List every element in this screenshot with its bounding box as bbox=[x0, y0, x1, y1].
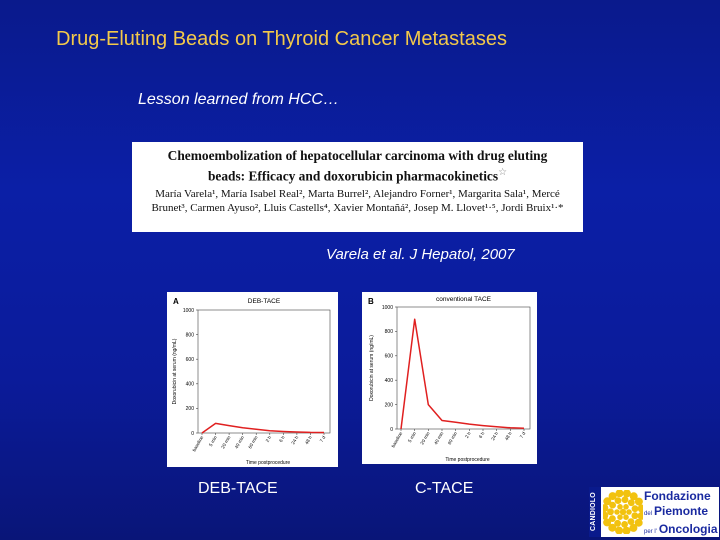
y-axis-label: Doxorubicin at serum (ng/mL) bbox=[369, 335, 375, 401]
x-tick-label: 7 d bbox=[519, 431, 527, 439]
paper-header-image: Chemoembolization of hepatocellular carc… bbox=[132, 142, 583, 232]
x-tick-label: 48 h bbox=[304, 435, 313, 446]
x-tick-label: baseline bbox=[191, 435, 204, 453]
logo-dot bbox=[631, 512, 639, 520]
logo-dot bbox=[634, 518, 643, 527]
y-tick-label: 400 bbox=[385, 378, 394, 384]
chart-title: DEB-TACE bbox=[248, 298, 281, 305]
logo-line-2: del Piemonte bbox=[644, 504, 709, 518]
logo-dot bbox=[608, 523, 617, 532]
y-tick-label: 0 bbox=[191, 431, 194, 437]
plot-frame bbox=[396, 306, 531, 430]
logo-dot bbox=[603, 497, 612, 506]
y-tick-label: 800 bbox=[385, 329, 394, 335]
x-tick-label: 40 min bbox=[433, 431, 444, 446]
logo-wordmark: Fondazione del Piemonte per l' Oncologia bbox=[644, 489, 718, 540]
slide-subtitle: Lesson learned from HCC… bbox=[138, 91, 339, 108]
logo-dot bbox=[607, 508, 614, 516]
panel-letter: A bbox=[173, 297, 179, 306]
chart-deb-tace-svg: A DEB-TACE 0 200 400 600 800 1000 Doxorubicin at… bbox=[172, 297, 331, 466]
logo-dot bbox=[631, 505, 639, 513]
logo-dot bbox=[623, 504, 629, 510]
series-line bbox=[201, 422, 325, 434]
logo-dot bbox=[629, 523, 638, 532]
x-tick-label: 24 h bbox=[490, 431, 499, 442]
chart-title: conventional TACE bbox=[436, 296, 492, 303]
x-tick-label: 40 min bbox=[234, 435, 245, 450]
x-tick-label: 6 h bbox=[478, 431, 486, 439]
x-tick-label: 5 min bbox=[407, 431, 417, 444]
x-tick-label: 2 h bbox=[265, 435, 273, 443]
x-axis-label: Time postprocedure bbox=[246, 460, 290, 466]
logo-dot bbox=[634, 497, 643, 506]
x-tick-label: 7 d bbox=[319, 435, 327, 443]
y-tick-label: 400 bbox=[186, 382, 195, 388]
logo-dot bbox=[603, 511, 609, 520]
logo-dot bbox=[619, 508, 627, 516]
logo-dot bbox=[603, 518, 612, 527]
x-tick-label: 24 h bbox=[290, 435, 299, 446]
y-tick-label: 0 bbox=[390, 427, 393, 433]
y-tick-label: 200 bbox=[186, 406, 195, 412]
slide-title: Drug-Eluting Beads on Thyroid Cancer Met… bbox=[56, 28, 507, 50]
logo-dot bbox=[614, 509, 620, 515]
y-tick-label: 200 bbox=[385, 402, 394, 408]
x-tick-label: 6 h bbox=[278, 435, 286, 443]
foundation-logo: CANDIOLO Fondazione del Piemonte per l' On… bbox=[589, 487, 719, 537]
x-tick-label: 20 min bbox=[220, 435, 231, 450]
logo-dot bbox=[615, 526, 624, 534]
x-tick-label: baseline bbox=[390, 431, 403, 449]
logo-dot bbox=[617, 514, 623, 520]
citation: Varela et al. J Hepatol, 2007 bbox=[326, 246, 515, 263]
y-tick-label: 1000 bbox=[382, 305, 393, 311]
paper-title: Chemoembolization of hepatocellular carc… bbox=[167, 148, 548, 183]
x-tick-label: 5 min bbox=[208, 435, 218, 448]
x-tick-label: 2 h bbox=[464, 431, 472, 439]
logo-dot bbox=[627, 518, 635, 525]
logo-dot bbox=[622, 490, 631, 498]
logo-dot bbox=[617, 504, 623, 510]
panel-label-c-tace: C-TACE bbox=[415, 480, 474, 497]
x-tick-label: 60 min bbox=[247, 435, 258, 450]
plot-frame bbox=[197, 309, 331, 434]
x-axis-label: Time postprocedure bbox=[445, 457, 489, 463]
logo-dot bbox=[626, 509, 632, 515]
logo-dot bbox=[621, 496, 629, 504]
y-tick-label: 1000 bbox=[183, 308, 194, 314]
logo-dot bbox=[629, 492, 638, 501]
x-tick-label: 48 h bbox=[504, 431, 513, 442]
logo-line-3: per l' Oncologia bbox=[644, 522, 718, 536]
paper-authors: María Varela¹, María Isabel Real², Marta… bbox=[151, 188, 564, 214]
y-tick-label: 600 bbox=[385, 354, 394, 360]
x-tick-label: 20 min bbox=[419, 431, 430, 446]
logo-dot bbox=[623, 514, 629, 520]
x-tick-label: 60 min bbox=[447, 431, 458, 446]
logo-dot bbox=[627, 499, 635, 507]
logo-dot bbox=[614, 519, 621, 527]
y-tick-label: 600 bbox=[186, 357, 195, 363]
logo-dot bbox=[614, 497, 622, 504]
logo-dot bbox=[622, 526, 631, 534]
series-line bbox=[400, 318, 525, 430]
panel-label-deb-tace: DEB-TACE bbox=[198, 480, 278, 497]
logo-side-text: CANDIOLO bbox=[590, 492, 597, 531]
logo-line-1: Fondazione bbox=[644, 489, 711, 503]
logo-dot bbox=[621, 521, 628, 528]
logo-dot bbox=[603, 504, 609, 513]
logo-dot bbox=[609, 515, 616, 522]
y-axis-label: Doxorubicin at serum (ng/mL) bbox=[172, 338, 178, 404]
y-tick-label: 800 bbox=[186, 332, 195, 338]
logo-dot bbox=[609, 501, 616, 509]
logo-dot bbox=[608, 492, 617, 501]
panel-letter: B bbox=[368, 297, 374, 306]
logo-dot bbox=[615, 490, 624, 498]
logo-side-band: CANDIOLO bbox=[589, 487, 601, 537]
sunflower-logo-icon bbox=[603, 490, 643, 534]
star-icon: ☆ bbox=[498, 166, 508, 178]
chart-deb-tace: A DEB-TACE 0 200 400 600 800 1000 Doxorubicin at… bbox=[167, 292, 338, 467]
logo-dot bbox=[637, 511, 643, 520]
logo-dot bbox=[637, 504, 643, 513]
